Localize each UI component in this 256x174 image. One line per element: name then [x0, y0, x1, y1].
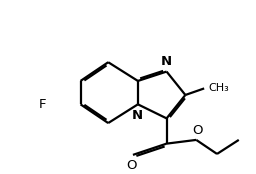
Text: F: F: [39, 98, 47, 111]
Text: N: N: [161, 55, 172, 68]
Text: N: N: [131, 109, 143, 122]
Text: O: O: [192, 124, 202, 137]
Text: O: O: [127, 159, 137, 172]
Text: CH₃: CH₃: [209, 83, 229, 93]
